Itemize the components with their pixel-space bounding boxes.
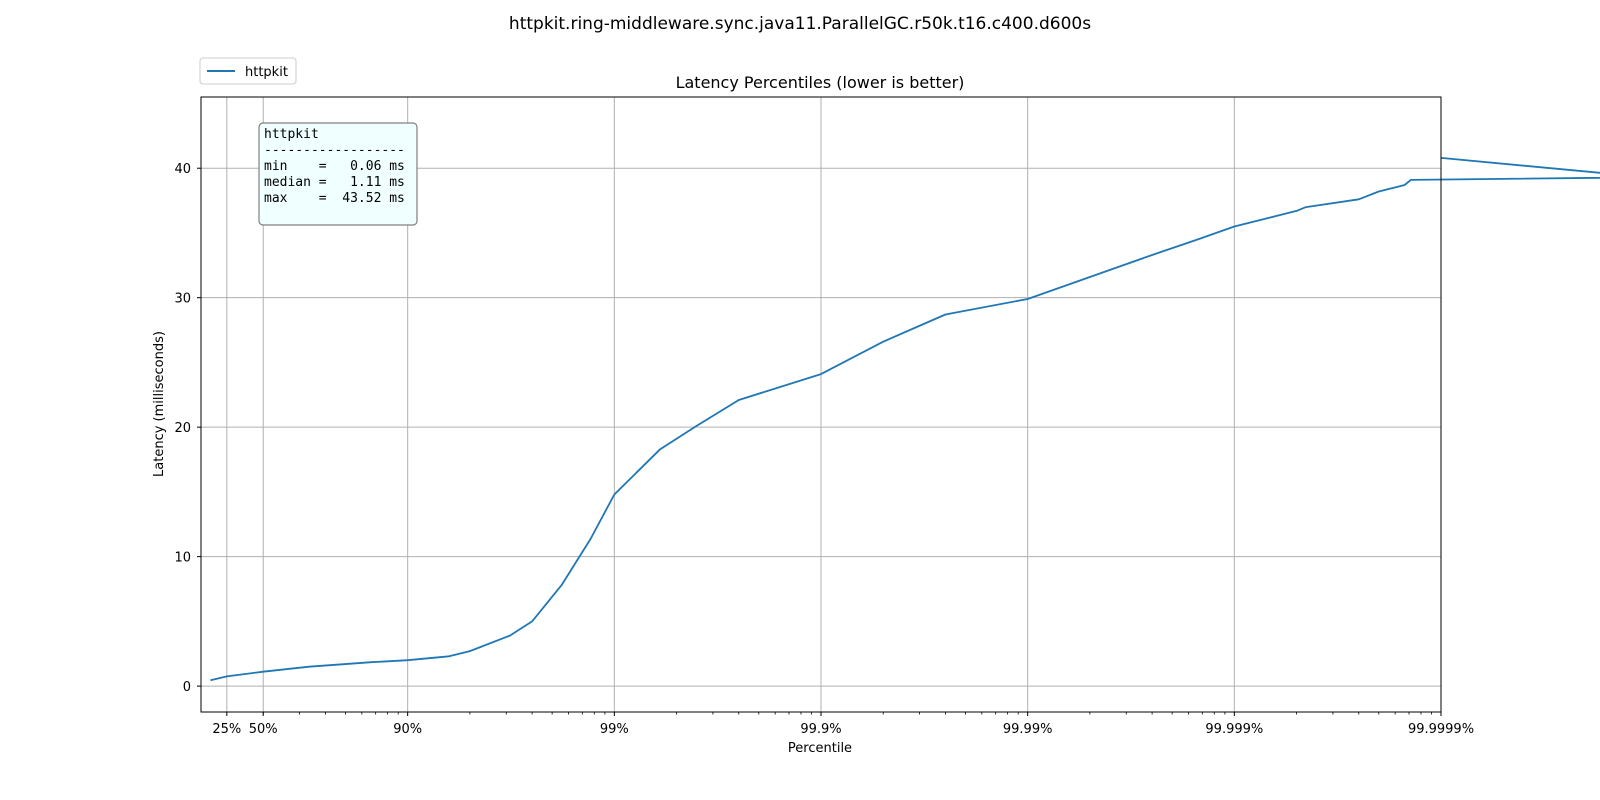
stats-line: ------------------ xyxy=(264,143,405,158)
x-tick-label: 99.9% xyxy=(800,722,841,737)
y-tick-label: 30 xyxy=(174,292,191,307)
axis-ticks: 0 10 20 30 40 25% 50% 90% 99% 99.9% 99.99% 99.999% 9… xyxy=(174,162,1474,737)
stats-line: median = 1.11 ms xyxy=(264,175,405,190)
y-tick-label: 0 xyxy=(183,680,191,695)
plot-frame xyxy=(200,96,1442,713)
chart-suptitle: httpkit.ring-middleware.sync.java11.Para… xyxy=(509,14,1091,34)
legend-label: httpkit xyxy=(245,65,288,80)
y-axis-label: Latency (milliseconds) xyxy=(152,331,167,477)
series-layer xyxy=(210,157,1600,682)
legend-frame xyxy=(199,57,297,85)
y-tick-label: 20 xyxy=(174,421,191,436)
chart-title: Latency Percentiles (lower is better) xyxy=(676,73,965,92)
stats-lines: httpkit------------------min = 0.06 msme… xyxy=(264,127,405,206)
x-tick-label: 99.99% xyxy=(1003,722,1053,737)
stats-line: httpkit xyxy=(264,127,319,142)
stats-line: max = 43.52 ms xyxy=(264,191,405,206)
x-axis-label: Percentile xyxy=(788,741,852,756)
x-tick-label: 90% xyxy=(393,722,422,737)
x-tick-label: 99.9999% xyxy=(1408,722,1474,737)
legend: httpkit xyxy=(199,57,297,85)
x-tick-label: 99% xyxy=(600,722,629,737)
stats-frame xyxy=(258,122,418,226)
y-tick-label: 10 xyxy=(174,551,191,566)
stats-line: min = 0.06 ms xyxy=(264,159,405,174)
x-tick-label: 50% xyxy=(249,722,278,737)
y-tick-label: 40 xyxy=(174,162,191,177)
x-tick-label: 99.999% xyxy=(1205,722,1263,737)
stats-box: httpkit------------------min = 0.06 msme… xyxy=(258,122,418,226)
series-line-httpkit xyxy=(210,157,1600,682)
x-tick-label: 25% xyxy=(212,722,241,737)
